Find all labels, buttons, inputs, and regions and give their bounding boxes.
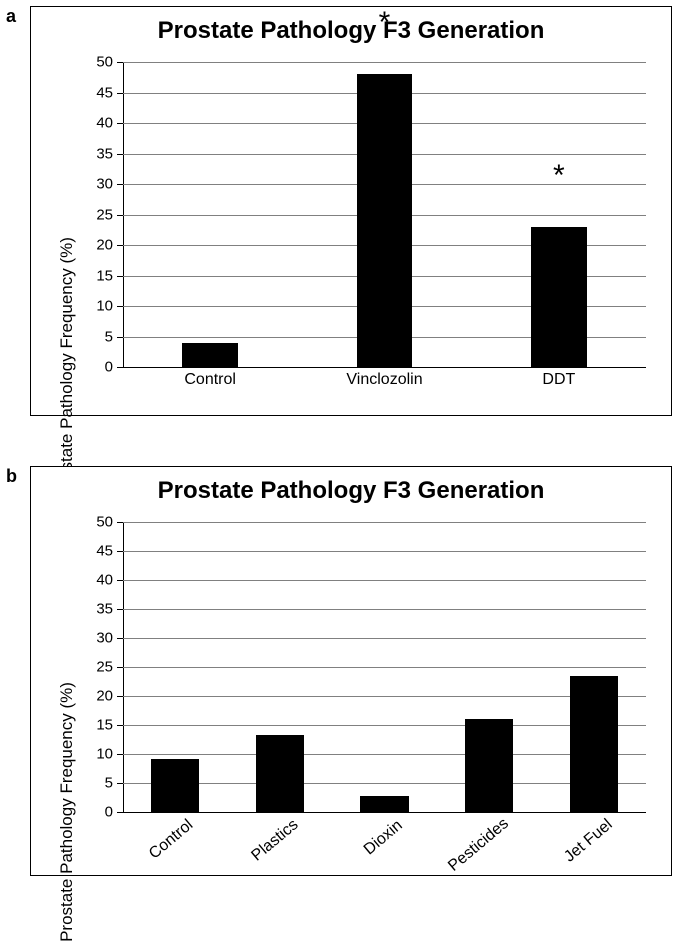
y-tick-label: 50 [96, 54, 123, 71]
panel-b: bProstate Pathology F3 Generation0510152… [0, 460, 685, 894]
y-tick-label: 5 [105, 775, 123, 792]
y-tick-label: 10 [96, 746, 123, 763]
significance-marker: * [553, 159, 565, 193]
y-tick-label: 20 [96, 688, 123, 705]
x-category-label: Dioxin [354, 809, 406, 859]
y-tick-label: 35 [96, 601, 123, 618]
y-tick-label: 20 [96, 237, 123, 254]
x-category-label: Pesticides [439, 807, 513, 875]
y-tick-label: 30 [96, 630, 123, 647]
y-tick-label: 5 [105, 328, 123, 345]
y-tick-label: 0 [105, 804, 123, 821]
gridline [123, 62, 646, 63]
bar [256, 735, 304, 812]
y-tick-label: 35 [96, 145, 123, 162]
x-category-label: Vinclozolin [346, 367, 422, 389]
panel-a: aProstate Pathology F3 Generation0510152… [0, 0, 685, 430]
gridline [123, 551, 646, 552]
y-tick-label: 50 [96, 514, 123, 531]
gridline [123, 522, 646, 523]
panel-label: b [6, 466, 17, 487]
plot-area: 05101520253035404550Control*Vinclozolin*… [123, 62, 646, 367]
bar [357, 74, 413, 367]
figure-wrapper: { "figure": { "width": 685, "panel_gap":… [0, 0, 685, 924]
chart-box: Prostate Pathology F3 Generation05101520… [30, 466, 672, 876]
gridline [123, 754, 646, 755]
y-axis-label: Prostate Pathology Frequency (%) [57, 682, 77, 942]
bar [182, 343, 238, 367]
y-axis-label: Prostate Pathology Frequency (%) [57, 237, 77, 497]
gridline [123, 725, 646, 726]
gridline [123, 580, 646, 581]
gridline [123, 783, 646, 784]
bar [531, 227, 587, 367]
panel-label: a [6, 6, 16, 27]
gridline [123, 609, 646, 610]
x-category-label: Jet Fuel [554, 808, 616, 866]
gridline [123, 696, 646, 697]
y-tick-label: 15 [96, 267, 123, 284]
y-tick-label: 0 [105, 359, 123, 376]
bar [570, 676, 618, 812]
x-category-label: DDT [542, 367, 575, 389]
gridline [123, 638, 646, 639]
y-tick-label: 45 [96, 84, 123, 101]
bar [465, 719, 513, 812]
y-tick-label: 25 [96, 206, 123, 223]
bar [360, 796, 408, 812]
x-category-label: Control [184, 367, 236, 389]
plot-area: 05101520253035404550ControlPlasticsDioxi… [123, 522, 646, 812]
y-tick-label: 30 [96, 176, 123, 193]
gridline [123, 667, 646, 668]
chart-title: Prostate Pathology F3 Generation [31, 477, 671, 505]
bar [151, 759, 199, 812]
significance-marker: * [379, 6, 391, 40]
chart-box: Prostate Pathology F3 Generation05101520… [30, 6, 672, 416]
chart-title: Prostate Pathology F3 Generation [31, 17, 671, 45]
y-tick-label: 45 [96, 543, 123, 560]
x-category-label: Control [140, 809, 198, 864]
y-tick-label: 10 [96, 298, 123, 315]
y-tick-label: 25 [96, 659, 123, 676]
y-tick-label: 40 [96, 115, 123, 132]
x-category-label: Plastics [242, 808, 302, 865]
y-tick-label: 15 [96, 717, 123, 734]
y-tick-label: 40 [96, 572, 123, 589]
